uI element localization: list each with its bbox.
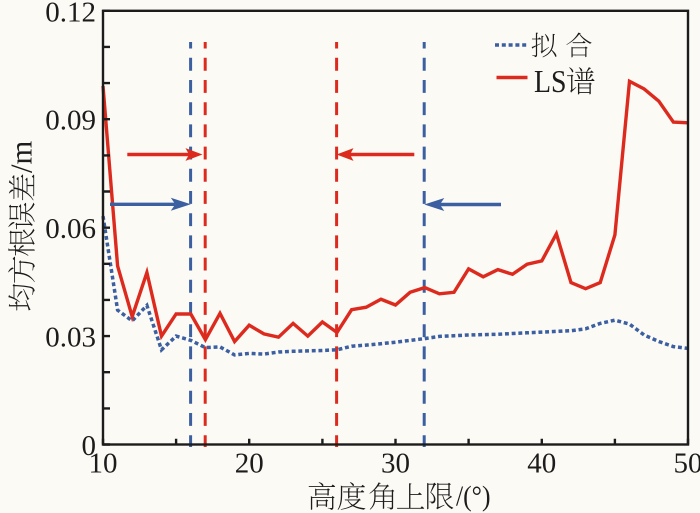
svg-text:0.03: 0.03 bbox=[45, 322, 96, 354]
svg-text:0: 0 bbox=[82, 430, 97, 462]
svg-text:50: 50 bbox=[674, 448, 700, 480]
svg-text:0.12: 0.12 bbox=[45, 0, 96, 28]
svg-text:0.06: 0.06 bbox=[45, 213, 96, 245]
svg-text:/(°): /(°) bbox=[456, 481, 491, 513]
svg-text:0.09: 0.09 bbox=[45, 105, 96, 137]
svg-text:30: 30 bbox=[381, 448, 410, 480]
svg-text:40: 40 bbox=[527, 448, 556, 480]
svg-text:LS: LS bbox=[534, 63, 567, 99]
svg-text:/m: /m bbox=[5, 141, 39, 173]
svg-text:20: 20 bbox=[235, 448, 264, 480]
svg-text:10: 10 bbox=[89, 448, 118, 480]
